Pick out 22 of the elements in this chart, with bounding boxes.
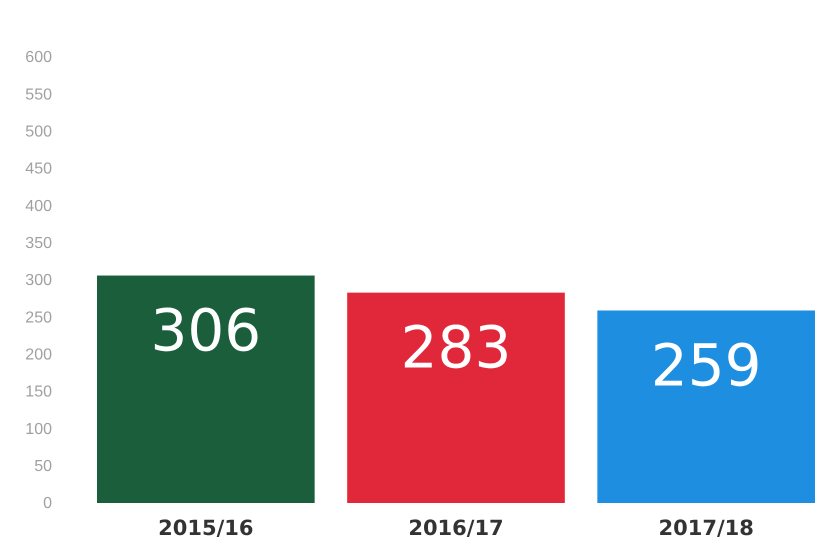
y-tick-label: 0 <box>43 495 52 512</box>
bar <box>347 292 565 503</box>
x-tick-label: 2016/17 <box>408 516 504 540</box>
y-tick-label: 600 <box>25 49 52 66</box>
y-tick-label: 400 <box>25 198 52 215</box>
y-tick-label: 300 <box>25 272 52 290</box>
y-tick-label: 500 <box>25 123 52 140</box>
y-tick-label: 250 <box>25 309 52 326</box>
data-label: 283 <box>400 314 512 382</box>
y-tick-label: 350 <box>25 234 52 252</box>
x-tick-label: 2015/16 <box>158 516 254 540</box>
y-tick-label: 100 <box>25 420 52 438</box>
data-label: 306 <box>150 296 262 365</box>
y-tick-label: 550 <box>25 86 52 104</box>
data-label: 259 <box>650 331 762 400</box>
x-tick-label: 2017/18 <box>658 516 754 540</box>
y-tick-label: 50 <box>34 458 52 475</box>
bar <box>97 276 315 503</box>
y-tick-label: 150 <box>25 384 52 401</box>
y-tick-label: 200 <box>25 346 52 364</box>
bar <box>597 310 815 503</box>
y-tick-label: 450 <box>25 160 52 178</box>
